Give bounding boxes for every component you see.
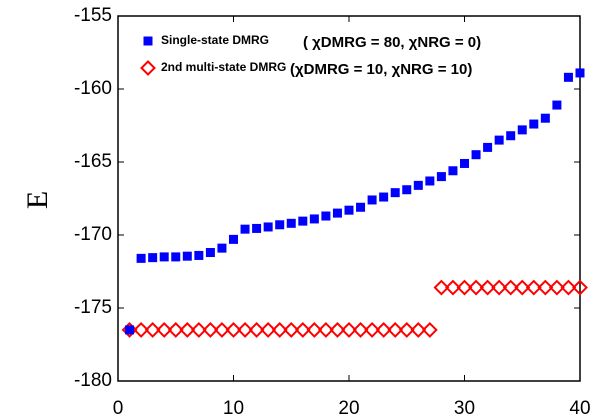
- point: [263, 222, 273, 232]
- point: [575, 68, 585, 78]
- point: [205, 248, 215, 258]
- point: [379, 192, 389, 202]
- point: [413, 180, 423, 190]
- point: [494, 135, 504, 145]
- point: [436, 172, 446, 182]
- point: [309, 214, 319, 224]
- point: [364, 321, 381, 338]
- point: [529, 119, 539, 129]
- point: [252, 223, 262, 233]
- point: [240, 224, 250, 234]
- point: [540, 113, 550, 123]
- point: [217, 243, 227, 253]
- legend-label: 2nd multi-state DMRG: [161, 60, 286, 74]
- point: [483, 142, 493, 152]
- point: [148, 253, 158, 263]
- point: [171, 252, 181, 262]
- point: [572, 279, 588, 296]
- point: [344, 205, 354, 215]
- point: [144, 321, 161, 338]
- point: [283, 321, 300, 338]
- x-tick-label: 0: [113, 398, 124, 419]
- x-tick-label: 10: [223, 398, 244, 419]
- y-tick-label: -160: [74, 78, 112, 99]
- point: [317, 321, 334, 338]
- point: [179, 321, 196, 338]
- annotation: (χDMRG = 10, χNRG = 10): [290, 61, 472, 78]
- legend-label: Single-state DMRG: [161, 33, 269, 47]
- point: [125, 325, 135, 335]
- point: [298, 216, 308, 226]
- point: [229, 234, 238, 244]
- x-tick-label: 40: [569, 398, 590, 419]
- point: [448, 166, 458, 176]
- point: [387, 321, 404, 338]
- point: [460, 158, 469, 168]
- point: [167, 321, 184, 338]
- point: [136, 253, 146, 263]
- point: [433, 279, 450, 296]
- point: [332, 208, 342, 218]
- x-tick-label: 30: [454, 398, 475, 419]
- point: [182, 251, 192, 261]
- y-tick-label: -180: [74, 370, 112, 391]
- point: [133, 321, 150, 338]
- point: [321, 211, 331, 221]
- point: [294, 321, 311, 338]
- point: [563, 72, 573, 82]
- point: [275, 220, 285, 230]
- point: [402, 185, 412, 195]
- point: [237, 321, 253, 338]
- point: [410, 321, 427, 338]
- y-tick-label: -170: [74, 224, 112, 245]
- point: [225, 321, 242, 338]
- point: [390, 188, 400, 198]
- point: [341, 321, 357, 338]
- point: [514, 279, 531, 296]
- point: [159, 252, 169, 262]
- point: [190, 321, 207, 338]
- legend-marker: [143, 36, 153, 46]
- point: [491, 279, 508, 296]
- point: [560, 279, 577, 296]
- point: [525, 279, 542, 296]
- point: [352, 321, 369, 338]
- point: [306, 321, 323, 338]
- point: [506, 131, 516, 141]
- annotation: ( χDMRG = 80, χNRG = 0): [303, 34, 481, 51]
- point: [537, 279, 554, 296]
- point: [156, 321, 173, 338]
- point: [398, 321, 415, 338]
- point: [517, 125, 527, 135]
- point: [445, 279, 461, 296]
- point: [329, 321, 346, 338]
- point: [456, 279, 473, 296]
- legend-marker: [140, 60, 156, 76]
- point: [552, 100, 562, 110]
- point: [421, 321, 438, 338]
- point: [194, 250, 204, 260]
- point: [375, 321, 392, 338]
- x-tick-label: 20: [338, 398, 359, 419]
- point: [271, 321, 288, 338]
- point: [367, 195, 377, 205]
- y-tick-label: -165: [74, 151, 112, 172]
- y-axis-label: E: [21, 191, 54, 209]
- point: [356, 202, 366, 212]
- point: [286, 218, 296, 228]
- point: [502, 279, 519, 296]
- point: [202, 321, 219, 338]
- point: [214, 321, 230, 338]
- point: [248, 321, 265, 338]
- point: [425, 176, 435, 186]
- point: [471, 150, 481, 160]
- y-tick-label: -175: [74, 297, 112, 318]
- point: [260, 321, 277, 338]
- y-tick-label: -155: [74, 5, 112, 26]
- point: [468, 279, 484, 296]
- point: [548, 279, 565, 296]
- point: [479, 279, 496, 296]
